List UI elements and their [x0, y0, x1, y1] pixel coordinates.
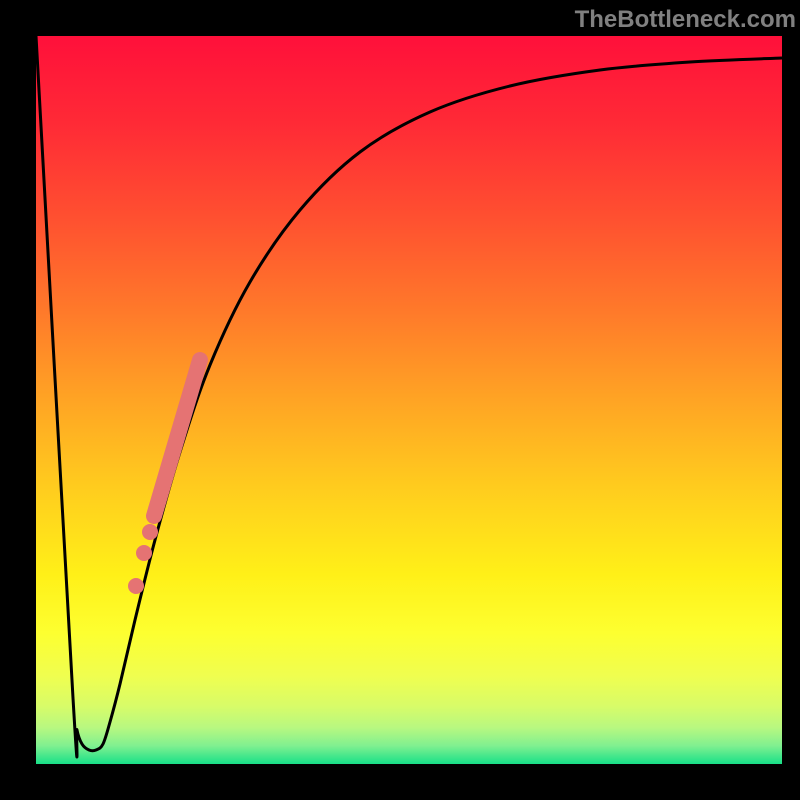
highlight-dot	[136, 545, 152, 561]
highlight-segment	[154, 360, 200, 516]
bottleneck-curve	[36, 36, 782, 757]
highlight-dots	[128, 524, 158, 594]
chart-overlay	[0, 0, 800, 800]
figure-root: TheBottleneck.com	[0, 0, 800, 800]
highlight-dot	[128, 578, 144, 594]
highlight-dot	[142, 524, 158, 540]
watermark-text: TheBottleneck.com	[575, 6, 796, 34]
